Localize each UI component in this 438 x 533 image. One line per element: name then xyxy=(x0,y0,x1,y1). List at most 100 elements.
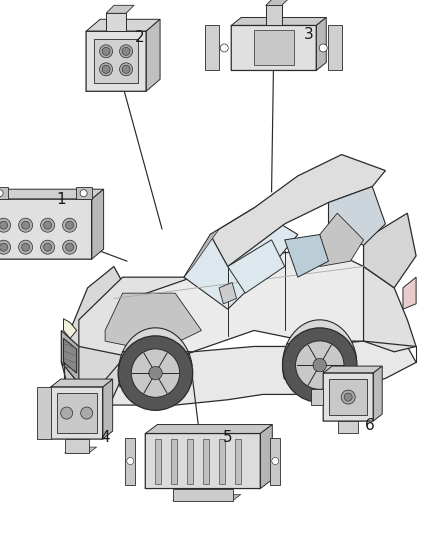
Polygon shape xyxy=(219,282,237,304)
Circle shape xyxy=(272,457,279,465)
Polygon shape xyxy=(228,240,285,293)
Bar xyxy=(155,439,161,483)
Bar xyxy=(125,438,135,484)
Polygon shape xyxy=(70,341,416,405)
Polygon shape xyxy=(114,251,364,357)
Polygon shape xyxy=(51,379,113,387)
Circle shape xyxy=(80,190,87,197)
Polygon shape xyxy=(146,19,160,91)
Circle shape xyxy=(127,457,134,465)
Polygon shape xyxy=(231,18,326,26)
Text: 5: 5 xyxy=(223,430,233,445)
Circle shape xyxy=(118,336,193,410)
Circle shape xyxy=(296,341,344,389)
Polygon shape xyxy=(285,235,328,277)
Circle shape xyxy=(99,45,113,58)
Bar xyxy=(173,489,233,500)
Bar xyxy=(203,439,209,483)
Circle shape xyxy=(149,366,162,380)
Bar xyxy=(328,26,342,70)
Polygon shape xyxy=(320,213,364,266)
Polygon shape xyxy=(373,366,382,421)
Circle shape xyxy=(66,243,74,251)
Circle shape xyxy=(0,243,7,251)
Bar xyxy=(311,389,323,405)
Circle shape xyxy=(319,44,327,52)
Circle shape xyxy=(131,349,180,397)
Circle shape xyxy=(341,390,355,404)
FancyBboxPatch shape xyxy=(51,387,102,439)
Polygon shape xyxy=(285,266,416,352)
Polygon shape xyxy=(403,277,416,309)
Polygon shape xyxy=(86,19,160,31)
Bar xyxy=(329,379,367,415)
Polygon shape xyxy=(266,0,290,5)
Circle shape xyxy=(44,243,52,251)
Polygon shape xyxy=(105,293,201,352)
Bar xyxy=(94,39,138,83)
Polygon shape xyxy=(328,187,385,245)
Polygon shape xyxy=(0,189,104,199)
FancyBboxPatch shape xyxy=(231,26,316,70)
Bar xyxy=(338,421,358,433)
Polygon shape xyxy=(65,447,97,453)
Polygon shape xyxy=(61,330,79,384)
Polygon shape xyxy=(364,213,416,288)
Circle shape xyxy=(120,63,133,76)
Bar xyxy=(57,393,97,433)
Bar xyxy=(266,5,282,26)
Circle shape xyxy=(0,240,11,254)
Circle shape xyxy=(102,66,110,74)
Text: 4: 4 xyxy=(100,430,110,445)
Circle shape xyxy=(220,44,228,52)
FancyBboxPatch shape xyxy=(86,31,146,91)
Circle shape xyxy=(122,47,130,55)
Polygon shape xyxy=(260,425,272,489)
Polygon shape xyxy=(79,277,228,357)
FancyBboxPatch shape xyxy=(323,373,373,421)
Bar xyxy=(187,439,193,483)
Circle shape xyxy=(344,393,352,401)
Bar xyxy=(0,187,7,199)
Circle shape xyxy=(41,240,55,254)
Circle shape xyxy=(0,221,7,229)
FancyBboxPatch shape xyxy=(0,199,92,259)
Circle shape xyxy=(99,63,113,76)
Circle shape xyxy=(18,218,32,232)
Polygon shape xyxy=(210,155,385,266)
Polygon shape xyxy=(118,328,193,387)
Polygon shape xyxy=(323,366,382,373)
Circle shape xyxy=(0,218,11,232)
Circle shape xyxy=(0,190,3,197)
Polygon shape xyxy=(106,5,134,13)
Text: 2: 2 xyxy=(135,30,145,45)
Circle shape xyxy=(313,358,326,372)
Text: 3: 3 xyxy=(304,27,314,42)
Polygon shape xyxy=(64,338,77,373)
Bar xyxy=(219,439,225,483)
Circle shape xyxy=(41,218,55,232)
Circle shape xyxy=(21,221,30,229)
FancyBboxPatch shape xyxy=(145,433,260,489)
Polygon shape xyxy=(70,266,131,405)
Bar xyxy=(106,13,126,31)
Bar xyxy=(254,30,294,66)
Circle shape xyxy=(63,218,77,232)
Polygon shape xyxy=(173,495,241,500)
Circle shape xyxy=(81,407,93,419)
Polygon shape xyxy=(184,229,219,277)
Bar xyxy=(37,387,51,439)
Polygon shape xyxy=(102,379,113,439)
Circle shape xyxy=(66,221,74,229)
Polygon shape xyxy=(184,208,298,309)
Polygon shape xyxy=(145,425,272,433)
Polygon shape xyxy=(61,362,110,410)
Bar xyxy=(235,439,241,483)
Circle shape xyxy=(21,243,30,251)
Bar xyxy=(205,26,219,70)
Polygon shape xyxy=(283,320,357,379)
Polygon shape xyxy=(92,189,104,259)
Circle shape xyxy=(60,407,73,419)
Circle shape xyxy=(44,221,52,229)
Circle shape xyxy=(18,240,32,254)
